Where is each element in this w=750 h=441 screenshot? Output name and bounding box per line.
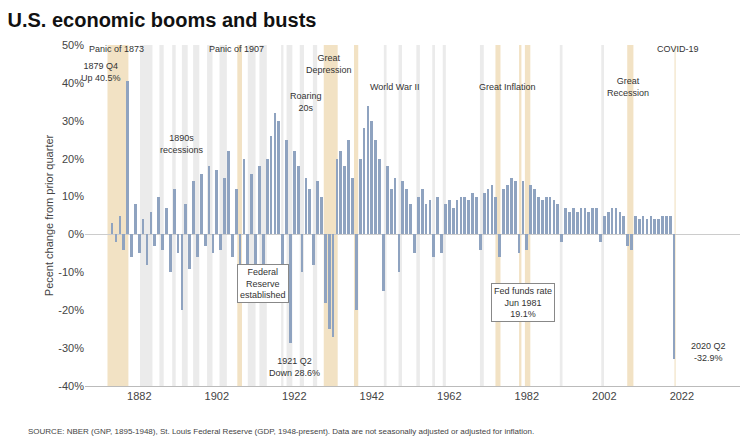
svg-text:U.S. economic booms and busts: U.S. economic booms and busts <box>8 9 317 31</box>
svg-text:50%: 50% <box>62 39 84 51</box>
svg-text:1982: 1982 <box>515 390 539 402</box>
svg-text:Panic of 1907: Panic of 1907 <box>209 44 264 54</box>
svg-text:Great Inflation: Great Inflation <box>479 82 536 92</box>
svg-text:Roaring20s: Roaring20s <box>290 91 322 113</box>
svg-text:Panic of 1873: Panic of 1873 <box>89 44 144 54</box>
svg-text:-40%: -40% <box>58 380 84 392</box>
svg-text:20%: 20% <box>62 153 84 165</box>
svg-text:1879 Q4Up 40.5%: 1879 Q4Up 40.5% <box>81 61 121 83</box>
svg-text:40%: 40% <box>62 77 84 89</box>
svg-text:1902: 1902 <box>205 390 229 402</box>
svg-text:1882: 1882 <box>127 390 151 402</box>
svg-text:SOURCE: NBER (GNP, 1895-1948),: SOURCE: NBER (GNP, 1895-1948), St. Louis… <box>28 427 534 436</box>
svg-text:GreatDepression: GreatDepression <box>306 53 352 75</box>
svg-text:Pecent change from prior quart: Pecent change from prior quarter <box>43 134 55 296</box>
svg-text:1921 Q2Down 28.6%: 1921 Q2Down 28.6% <box>269 356 320 378</box>
svg-text:World War II: World War II <box>370 82 420 92</box>
svg-text:1890srecessions: 1890srecessions <box>160 133 204 155</box>
svg-text:1942: 1942 <box>360 390 384 402</box>
svg-text:2002: 2002 <box>592 390 616 402</box>
svg-text:2022: 2022 <box>670 390 694 402</box>
svg-text:FederalReserveestablished: FederalReserveestablished <box>240 267 286 300</box>
svg-text:0%: 0% <box>68 228 84 240</box>
svg-text:10%: 10% <box>62 190 84 202</box>
svg-text:-30%: -30% <box>58 342 84 354</box>
svg-text:30%: 30% <box>62 115 84 127</box>
svg-text:COVID-19: COVID-19 <box>657 44 699 54</box>
svg-text:GreatRecession: GreatRecession <box>607 76 649 98</box>
svg-text:1962: 1962 <box>437 390 461 402</box>
svg-text:-10%: -10% <box>58 266 84 278</box>
svg-text:-20%: -20% <box>58 304 84 316</box>
svg-text:Fed funds rateJun 198119.1%: Fed funds rateJun 198119.1% <box>494 286 552 319</box>
svg-text:1922: 1922 <box>282 390 306 402</box>
svg-text:2020 Q2-32.9%: 2020 Q2-32.9% <box>691 341 726 363</box>
